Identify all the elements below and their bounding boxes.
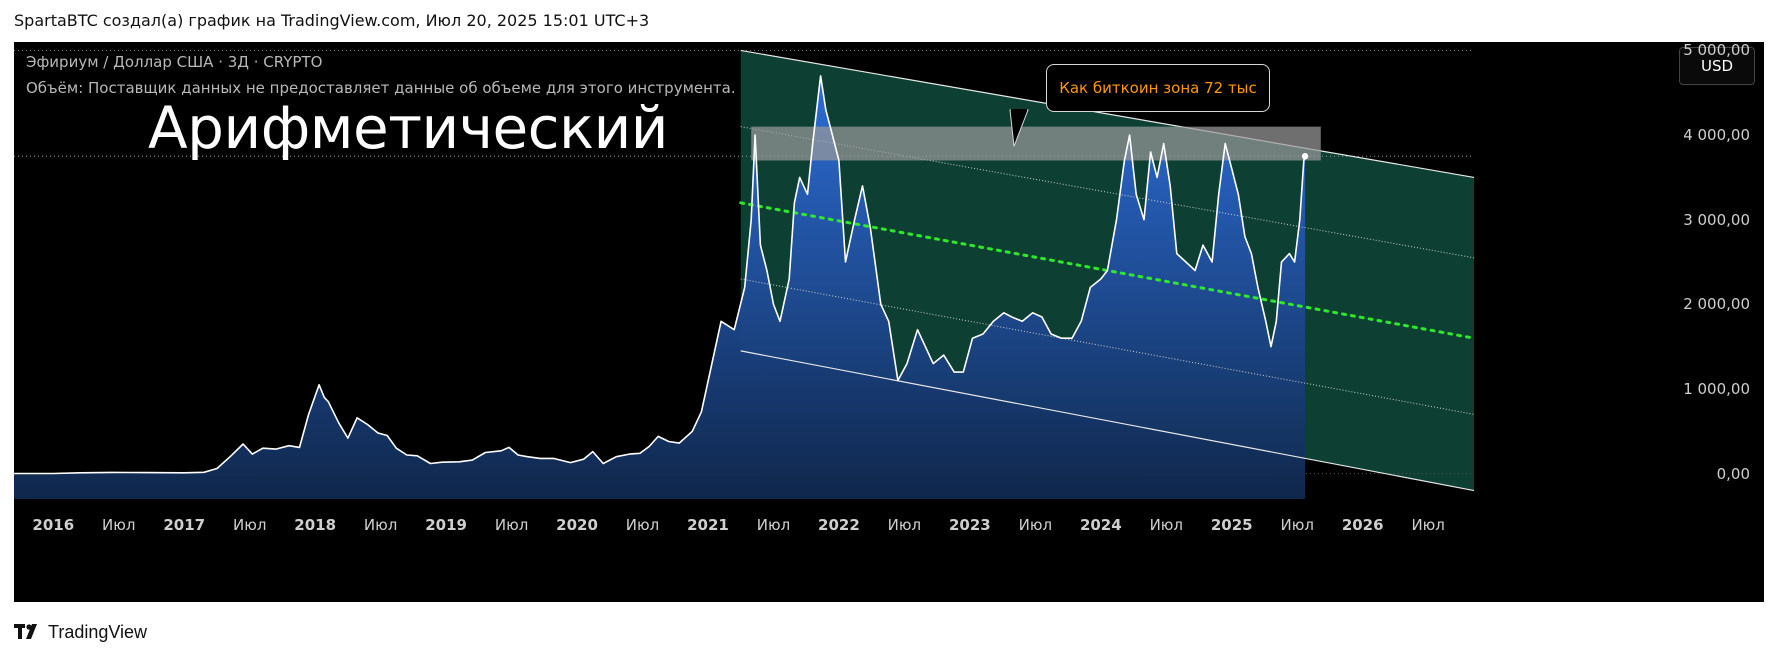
tradingview-logo-icon bbox=[14, 624, 37, 639]
x-tick-label: 2022 bbox=[818, 516, 860, 534]
last-price-dot bbox=[1301, 153, 1309, 160]
tradingview-brand-text: TradingView bbox=[48, 621, 148, 642]
resistance-zone-box bbox=[751, 126, 1321, 161]
price-line bbox=[14, 75, 1306, 475]
y-tick-label: 2 000,00 bbox=[1683, 295, 1750, 314]
x-tick-label: 2019 bbox=[425, 516, 467, 534]
x-tick-label: Июл bbox=[232, 516, 267, 534]
y-tick-label: 3 000,00 bbox=[1683, 210, 1750, 229]
x-tick-label: 2021 bbox=[687, 516, 729, 534]
x-tick-label: Июл bbox=[1280, 516, 1314, 534]
channel-inner-lower-line bbox=[740, 278, 1475, 415]
annotation-callout[interactable]: Как биткоин зона 72 тыс bbox=[1046, 64, 1270, 112]
y-tick-label: 0,00 bbox=[1716, 464, 1750, 483]
y-tick-label: 1 000,00 bbox=[1683, 379, 1750, 398]
x-tick-label: Июл bbox=[363, 516, 398, 534]
x-tick-label: Июл bbox=[1018, 516, 1053, 534]
x-tick-label: Июл bbox=[1411, 516, 1445, 534]
x-tick-label: Июл bbox=[887, 516, 922, 534]
channel-lower-line bbox=[740, 350, 1475, 492]
scale-mode-title: Арифметический bbox=[148, 94, 668, 162]
currency-button[interactable]: USD bbox=[1679, 47, 1755, 85]
x-tick-label: 2020 bbox=[556, 516, 598, 534]
channel-upper-line bbox=[740, 49, 1475, 178]
volume-notice: Объём: Поставщик данных не предоставляет… bbox=[26, 79, 736, 97]
x-tick-label: Июл bbox=[494, 516, 529, 534]
x-tick-label: Июл bbox=[102, 516, 136, 534]
x-tick-label: Июл bbox=[625, 516, 660, 534]
x-tick-label: Июл bbox=[1149, 516, 1183, 534]
x-tick-label: 2023 bbox=[948, 516, 991, 534]
price-area-fill bbox=[14, 75, 1306, 500]
x-tick-label: 2026 bbox=[1341, 516, 1384, 534]
x-tick-label: 2024 bbox=[1079, 516, 1122, 534]
symbol-legend[interactable]: Эфириум / Доллар США · 3Д · CRYPTO bbox=[26, 53, 323, 71]
x-tick-label: 2016 bbox=[32, 516, 75, 534]
chart-frame[interactable]: Эфириум / Доллар США · 3Д · CRYPTO Объём… bbox=[14, 42, 1764, 602]
x-tick-label: 2017 bbox=[163, 516, 206, 534]
price-chart[interactable] bbox=[14, 42, 1764, 602]
x-tick-label: Июл bbox=[756, 516, 791, 534]
y-tick-label: 4 000,00 bbox=[1683, 126, 1750, 145]
chart-header-caption: SpartaBTC создал(а) график на TradingVie… bbox=[14, 11, 650, 30]
y-tick-label: 5 000,00 bbox=[1683, 42, 1750, 60]
tradingview-logo[interactable]: TradingView bbox=[14, 620, 147, 644]
x-tick-label: 2025 bbox=[1210, 516, 1253, 534]
x-tick-label: 2018 bbox=[294, 516, 337, 534]
channel-inner-upper-line bbox=[740, 126, 1475, 259]
